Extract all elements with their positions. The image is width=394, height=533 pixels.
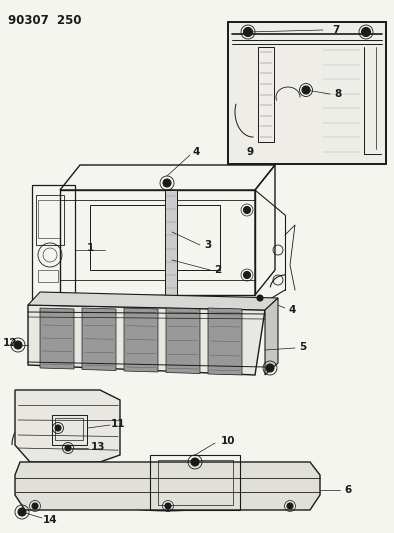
Text: 2: 2 [214,265,221,275]
Circle shape [14,341,22,349]
Text: 7: 7 [332,25,340,35]
Circle shape [163,179,171,187]
Circle shape [287,503,293,509]
Bar [158,460,233,505]
Circle shape [32,503,38,509]
Circle shape [165,503,171,509]
Text: 8: 8 [335,89,342,99]
Text: 6: 6 [344,485,351,495]
Circle shape [362,28,370,36]
Circle shape [65,445,71,451]
Text: 11: 11 [111,419,125,429]
Text: 5: 5 [299,342,307,352]
Polygon shape [166,308,200,374]
Bar [38,270,58,282]
Circle shape [18,508,26,516]
Polygon shape [124,308,158,372]
Circle shape [55,425,61,431]
Text: 9: 9 [246,147,254,157]
Circle shape [191,458,199,466]
Text: 12: 12 [3,338,17,348]
Circle shape [302,86,310,94]
Bar [258,47,274,142]
Circle shape [243,28,253,36]
Text: 10: 10 [221,436,235,446]
Bar [165,190,177,295]
Bar [228,22,386,164]
Text: 3: 3 [204,240,212,250]
Polygon shape [40,308,74,369]
Polygon shape [82,308,116,370]
Polygon shape [15,390,120,462]
Bar [52,415,87,445]
Polygon shape [28,305,265,375]
Text: 1: 1 [86,243,94,253]
Text: 4: 4 [288,305,296,315]
Polygon shape [265,298,278,375]
Circle shape [243,206,251,214]
Circle shape [266,364,274,372]
Bar [90,205,220,270]
Text: 13: 13 [91,442,105,452]
Bar [228,22,386,164]
Bar [38,200,60,238]
Bar [55,418,83,440]
Polygon shape [28,292,278,310]
Text: 90307  250: 90307 250 [8,14,82,27]
Circle shape [243,271,251,279]
Bar [150,455,240,510]
Text: 4: 4 [192,147,200,157]
Circle shape [257,295,263,301]
Text: 14: 14 [43,515,57,525]
Polygon shape [208,308,242,375]
Bar [36,195,64,245]
Polygon shape [15,462,320,510]
